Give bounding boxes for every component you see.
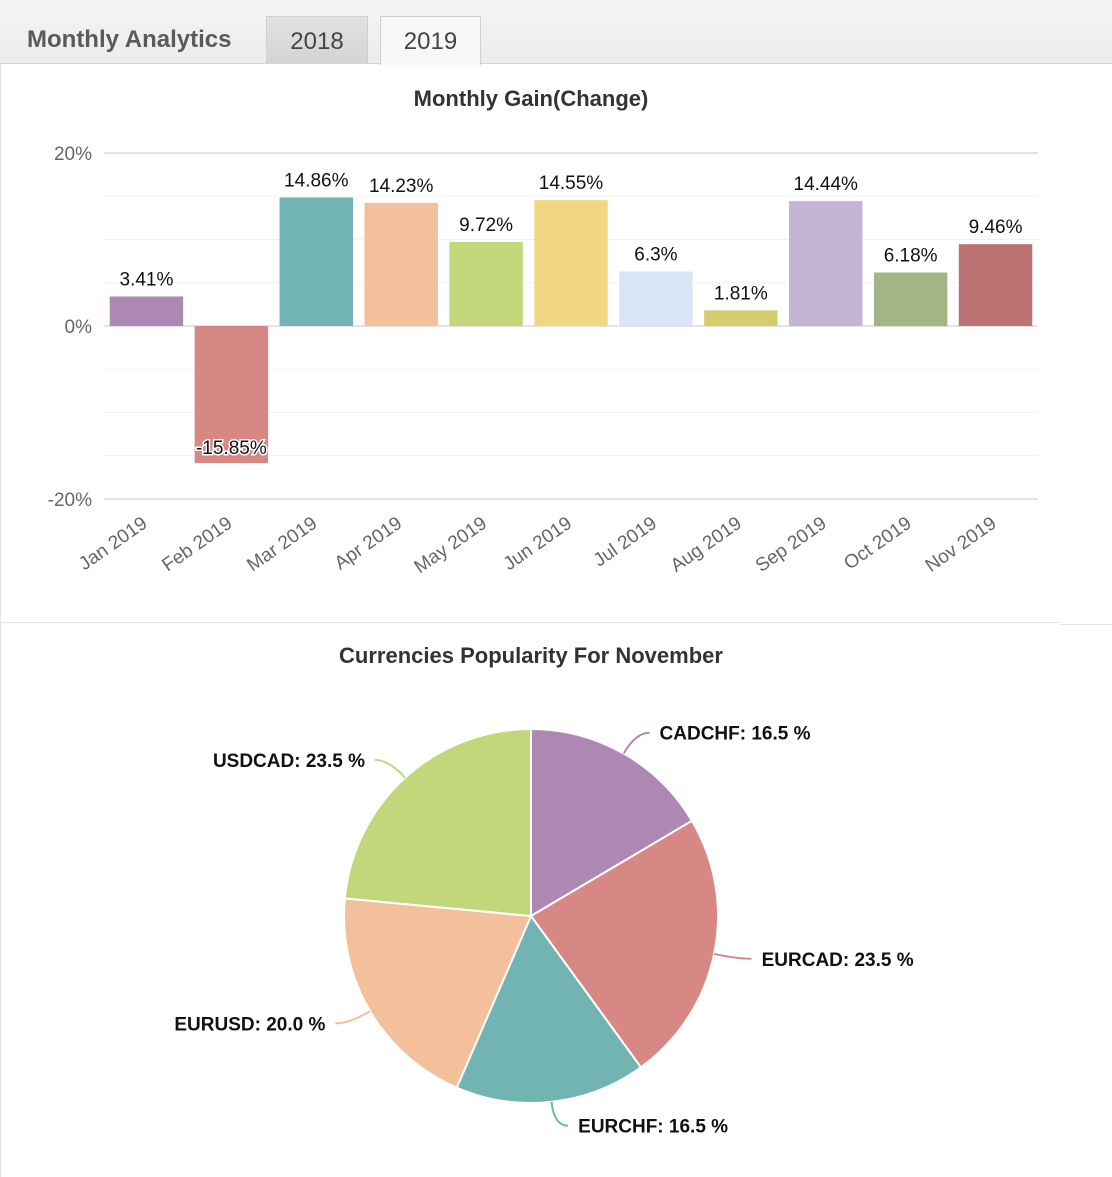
y-tick-label: -20%	[48, 490, 92, 511]
pie-slice-label: CADCHF: 16.5 %	[660, 724, 811, 745]
x-tick-label: Oct 2019	[840, 513, 915, 574]
bar-data-label: 14.44%	[794, 174, 859, 195]
x-tick-label: Sep 2019	[752, 513, 831, 577]
bar-chart-x-axis: Jan 2019 Feb 2019 Mar 2019 Apr 2019 May 2019…	[75, 513, 1000, 578]
pie-slice[interactable]	[343, 727, 532, 918]
bar-data-label: 1.81%	[714, 283, 768, 304]
pie-connector	[335, 1010, 371, 1025]
section-divider-right	[1060, 624, 1112, 625]
bar-data-label: 14.86%	[284, 170, 349, 191]
x-tick-label: Nov 2019	[922, 513, 1001, 577]
pie-slice[interactable]	[343, 897, 533, 1089]
bar-data-label: 9.72%	[459, 215, 513, 236]
currencies-pie-chart: Currencies Popularity For November CADCH…	[174, 643, 913, 1138]
bar[interactable]	[619, 271, 693, 326]
x-tick-label: Feb 2019	[158, 513, 236, 576]
bar-data-label: 6.3%	[634, 245, 677, 266]
bar-chart-data-labels: 3.41% -15.85% 14.86% 14.23% 9.72% 14.55% 6.3% 1…	[120, 170, 1023, 460]
y-tick-label: 20%	[54, 144, 92, 165]
bar[interactable]	[958, 244, 1033, 326]
tab-2019[interactable]: 2019	[380, 16, 481, 65]
pie-connector	[374, 758, 406, 779]
page-title: Monthly Analytics	[27, 26, 232, 53]
x-tick-label: Mar 2019	[243, 513, 321, 576]
x-tick-label: Jun 2019	[500, 513, 576, 575]
monthly-gain-chart: Monthly Gain(Change) 20% 0% -20% 3.41% -15.…	[48, 86, 1038, 578]
pie-slice[interactable]	[455, 913, 643, 1104]
bar-data-label: 6.18%	[884, 246, 938, 267]
x-tick-label: Aug 2019	[667, 513, 746, 577]
pie-slice-label: EURUSD: 20.0 %	[174, 1014, 325, 1035]
bar-data-label: 14.23%	[369, 176, 434, 197]
pie-chart-labels: CADCHF: 16.5 % EURCAD: 23.5 % EURCHF: 16.5…	[174, 724, 913, 1138]
bar[interactable]	[449, 241, 523, 326]
x-tick-label: Jan 2019	[75, 513, 151, 575]
bar[interactable]	[789, 201, 863, 326]
x-tick-label: Jul 2019	[590, 513, 661, 571]
pie-slice-label: EURCAD: 23.5 %	[762, 950, 914, 971]
x-tick-label: May 2019	[411, 513, 491, 578]
x-tick-label: Apr 2019	[331, 513, 406, 574]
pie-connector	[550, 1101, 569, 1127]
bar[interactable]	[364, 202, 438, 326]
pie-slice-label: USDCAD: 23.5 %	[213, 751, 365, 772]
pie-chart-title: Currencies Popularity For November	[339, 643, 723, 668]
pie-slice[interactable]	[529, 819, 719, 1069]
bar-data-label: -15.85%	[196, 438, 267, 459]
bar-chart-bars	[109, 197, 1033, 464]
y-tick-label: 0%	[65, 317, 93, 338]
pie-slice-label: EURCHF: 16.5 %	[578, 1117, 728, 1138]
bar-chart-y-axis: 20% 0% -20%	[48, 144, 92, 511]
bar[interactable]	[534, 200, 608, 326]
pie-connector	[713, 952, 752, 960]
tab-2018[interactable]: 2018	[266, 16, 368, 64]
pie-connector	[622, 731, 650, 755]
bar-chart-title: Monthly Gain(Change)	[414, 86, 649, 111]
bar[interactable]	[704, 310, 778, 326]
bar[interactable]	[873, 272, 948, 326]
tab-bar: Monthly Analytics 2018 2019	[0, 0, 1112, 65]
bar[interactable]	[279, 197, 353, 326]
bar[interactable]	[194, 326, 269, 464]
pie-chart-slices	[343, 727, 719, 1104]
section-divider	[0, 622, 1060, 623]
bar[interactable]	[109, 296, 184, 326]
bar-data-label: 9.46%	[969, 217, 1023, 238]
bar-data-label: 3.41%	[120, 270, 174, 291]
bar-data-label: 14.55%	[539, 173, 604, 194]
content-panel	[0, 64, 1112, 1177]
